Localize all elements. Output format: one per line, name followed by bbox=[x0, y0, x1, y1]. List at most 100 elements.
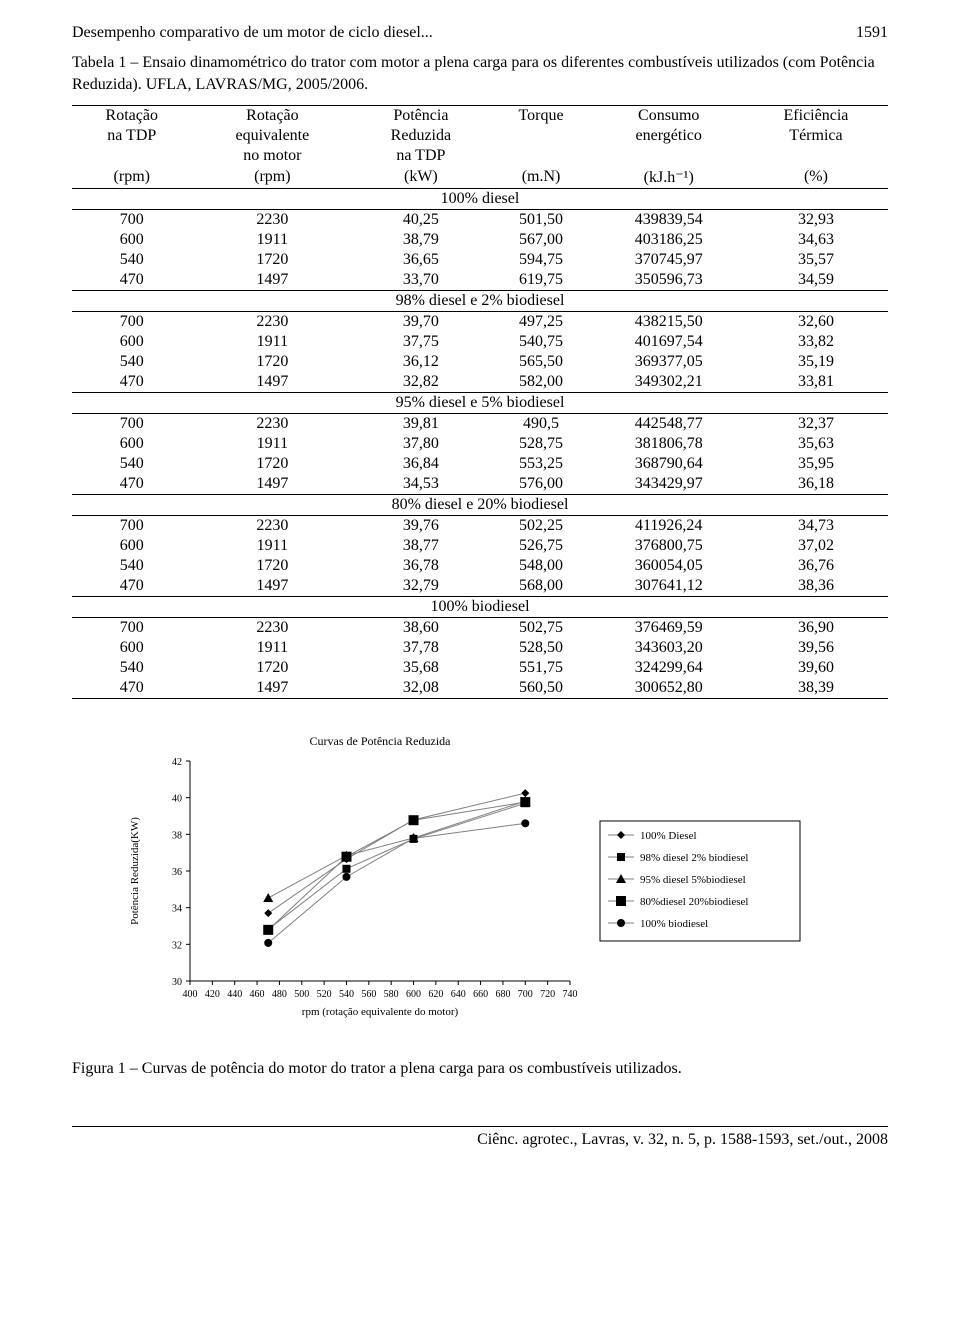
table-cell: 1720 bbox=[192, 556, 354, 576]
table-cell: 700 bbox=[72, 210, 192, 231]
svg-text:100% biodiesel: 100% biodiesel bbox=[640, 918, 708, 930]
table-cell: 381806,78 bbox=[594, 434, 744, 454]
svg-text:620: 620 bbox=[428, 989, 443, 1000]
table-cell: 700 bbox=[72, 312, 192, 333]
svg-text:95% diesel 5%biodiesel: 95% diesel 5%biodiesel bbox=[640, 874, 746, 886]
col-unit: (kW) bbox=[353, 166, 488, 189]
table-cell: 576,00 bbox=[489, 474, 594, 495]
table-cell: 37,75 bbox=[353, 332, 488, 352]
section-label: 80% diesel e 20% biodiesel bbox=[72, 495, 888, 516]
table-cell: 36,65 bbox=[353, 250, 488, 270]
data-table: RotaçãoRotaçãoPotênciaTorqueConsumoEfici… bbox=[72, 105, 888, 699]
table-cell: 1911 bbox=[192, 332, 354, 352]
table-cell: 551,75 bbox=[489, 658, 594, 678]
col-header: Torque bbox=[489, 106, 594, 127]
table-cell: 490,5 bbox=[489, 414, 594, 435]
table-cell: 2230 bbox=[192, 210, 354, 231]
table-cell: 700 bbox=[72, 414, 192, 435]
table-cell: 502,75 bbox=[489, 618, 594, 639]
table-cell: 34,63 bbox=[744, 230, 888, 250]
table-cell: 700 bbox=[72, 516, 192, 537]
table-cell: 36,78 bbox=[353, 556, 488, 576]
section-label: 100% diesel bbox=[72, 189, 888, 210]
table-cell: 1720 bbox=[192, 352, 354, 372]
table-cell: 553,25 bbox=[489, 454, 594, 474]
table-cell: 350596,73 bbox=[594, 270, 744, 291]
col-header: Reduzida bbox=[353, 126, 488, 146]
table-cell: 368790,64 bbox=[594, 454, 744, 474]
col-header: Potência bbox=[353, 106, 488, 127]
table-cell: 501,50 bbox=[489, 210, 594, 231]
table-cell: 528,75 bbox=[489, 434, 594, 454]
svg-text:38: 38 bbox=[172, 831, 182, 842]
table-cell: 1720 bbox=[192, 250, 354, 270]
col-unit: (rpm) bbox=[72, 166, 192, 189]
svg-text:Potência Reduzida(KW): Potência Reduzida(KW) bbox=[129, 817, 141, 925]
page-number: 1591 bbox=[856, 24, 888, 42]
table-cell: 36,90 bbox=[744, 618, 888, 639]
table-cell: 540,75 bbox=[489, 332, 594, 352]
footer-citation: Ciênc. agrotec., Lavras, v. 32, n. 5, p.… bbox=[72, 1131, 888, 1149]
table-cell: 1911 bbox=[192, 638, 354, 658]
table-cell: 343429,97 bbox=[594, 474, 744, 495]
table-cell: 40,25 bbox=[353, 210, 488, 231]
col-header bbox=[489, 126, 594, 146]
table-cell: 32,82 bbox=[353, 372, 488, 393]
table-cell: 442548,77 bbox=[594, 414, 744, 435]
table-cell: 32,60 bbox=[744, 312, 888, 333]
table-cell: 619,75 bbox=[489, 270, 594, 291]
col-header bbox=[72, 146, 192, 166]
table-cell: 34,59 bbox=[744, 270, 888, 291]
svg-text:rpm (rotação equivalente do mo: rpm (rotação equivalente do motor) bbox=[302, 1006, 459, 1018]
table-cell: 470 bbox=[72, 372, 192, 393]
table-cell: 343603,20 bbox=[594, 638, 744, 658]
table-cell: 38,39 bbox=[744, 678, 888, 699]
svg-text:34: 34 bbox=[172, 904, 182, 915]
table-cell: 32,37 bbox=[744, 414, 888, 435]
table-cell: 39,81 bbox=[353, 414, 488, 435]
table-cell: 35,57 bbox=[744, 250, 888, 270]
svg-text:32: 32 bbox=[172, 941, 182, 952]
table-cell: 376800,75 bbox=[594, 536, 744, 556]
svg-text:Curvas de Potência Reduzida: Curvas de Potência Reduzida bbox=[310, 734, 452, 748]
table-cell: 38,60 bbox=[353, 618, 488, 639]
table-cell: 300652,80 bbox=[594, 678, 744, 699]
table-cell: 37,80 bbox=[353, 434, 488, 454]
table-cell: 34,53 bbox=[353, 474, 488, 495]
col-header: energético bbox=[594, 126, 744, 146]
svg-text:400: 400 bbox=[183, 989, 198, 1000]
table-cell: 36,18 bbox=[744, 474, 888, 495]
table-cell: 36,84 bbox=[353, 454, 488, 474]
section-label: 98% diesel e 2% biodiesel bbox=[72, 291, 888, 312]
table-cell: 600 bbox=[72, 536, 192, 556]
table-cell: 370745,97 bbox=[594, 250, 744, 270]
table-cell: 35,63 bbox=[744, 434, 888, 454]
svg-text:700: 700 bbox=[518, 989, 533, 1000]
table-cell: 470 bbox=[72, 474, 192, 495]
col-header: Eficiência bbox=[744, 106, 888, 127]
col-header: na TDP bbox=[72, 126, 192, 146]
table-cell: 36,76 bbox=[744, 556, 888, 576]
table-cell: 600 bbox=[72, 434, 192, 454]
svg-text:98% diesel 2% biodiesel: 98% diesel 2% biodiesel bbox=[640, 852, 748, 864]
table-cell: 700 bbox=[72, 618, 192, 639]
table-cell: 1497 bbox=[192, 372, 354, 393]
svg-text:480: 480 bbox=[272, 989, 287, 1000]
table-cell: 567,00 bbox=[489, 230, 594, 250]
table-cell: 470 bbox=[72, 270, 192, 291]
col-header: Rotação bbox=[72, 106, 192, 127]
svg-text:540: 540 bbox=[339, 989, 354, 1000]
table-cell: 540 bbox=[72, 352, 192, 372]
col-header: equivalente bbox=[192, 126, 354, 146]
svg-text:420: 420 bbox=[205, 989, 220, 1000]
svg-text:100% Diesel: 100% Diesel bbox=[640, 830, 697, 842]
table-cell: 36,12 bbox=[353, 352, 488, 372]
section-label: 95% diesel e 5% biodiesel bbox=[72, 393, 888, 414]
svg-text:580: 580 bbox=[384, 989, 399, 1000]
table-cell: 32,79 bbox=[353, 576, 488, 597]
table-cell: 38,36 bbox=[744, 576, 888, 597]
table-cell: 540 bbox=[72, 454, 192, 474]
svg-text:42: 42 bbox=[172, 757, 182, 768]
table-cell: 1720 bbox=[192, 658, 354, 678]
table-cell: 39,70 bbox=[353, 312, 488, 333]
